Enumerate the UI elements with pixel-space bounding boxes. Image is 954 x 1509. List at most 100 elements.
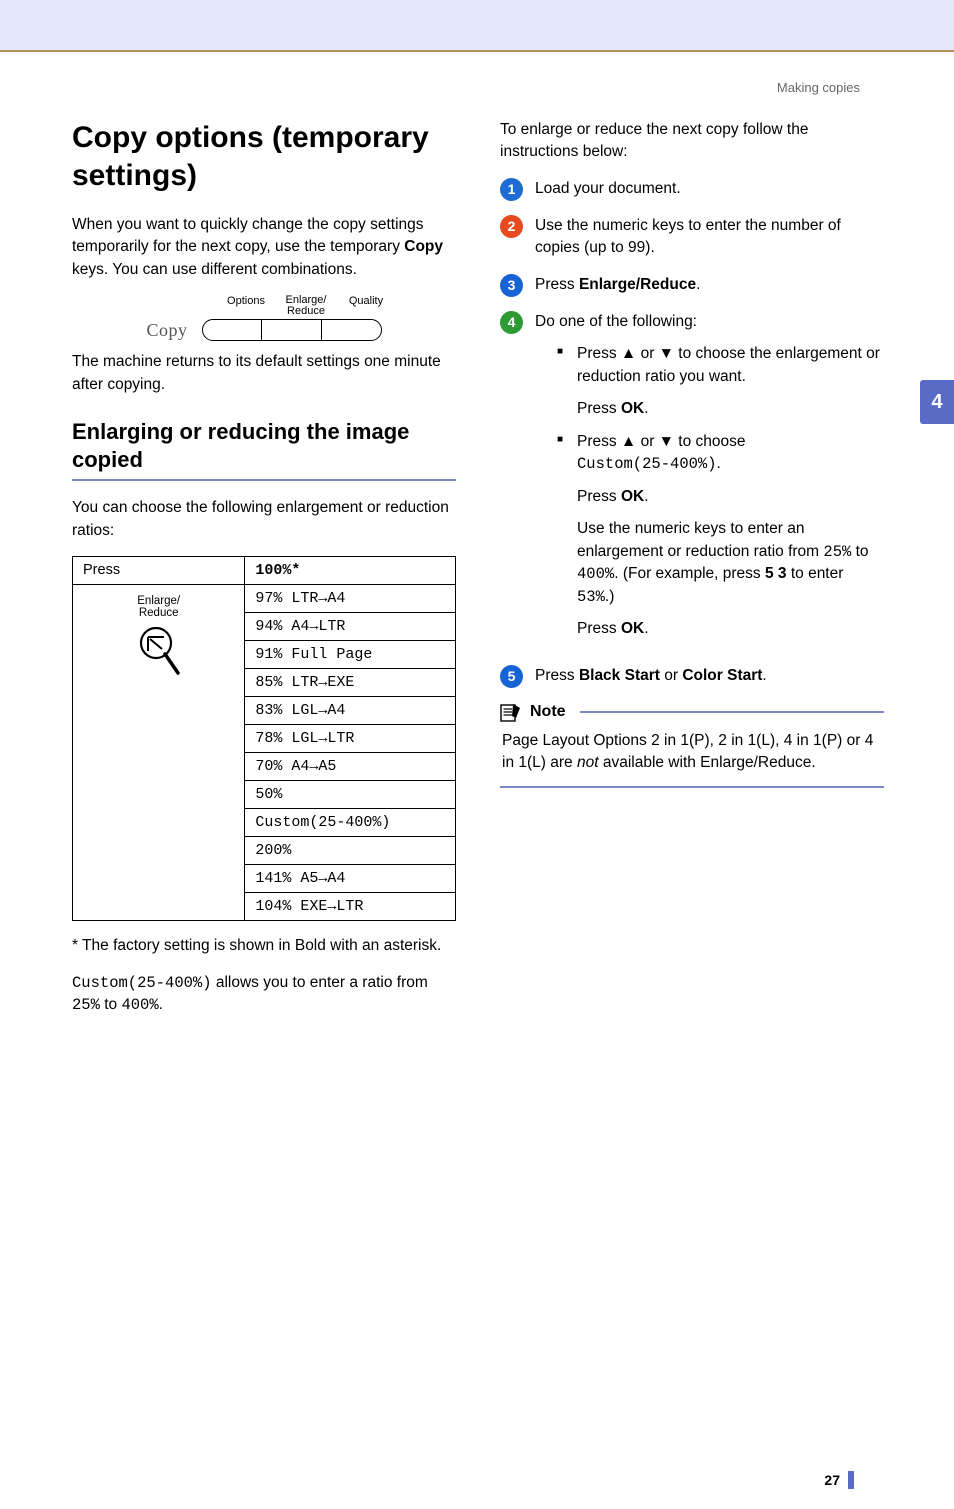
- s3a: Press: [535, 276, 579, 293]
- sub1-2b: OK: [621, 400, 644, 417]
- sub2-2c: .: [644, 488, 648, 505]
- sub2-4c: .: [644, 620, 648, 637]
- sub2-4a: Press: [577, 620, 621, 637]
- custom-e: 400%: [121, 996, 158, 1014]
- sub1-line1: Press ▲ or ▼ to choose the enlargement o…: [577, 343, 884, 388]
- page-number: 27: [824, 1472, 840, 1488]
- sub2-line2: Press OK.: [577, 486, 884, 508]
- sub2-1mono: Custom(25-400%): [577, 455, 717, 473]
- table-row: Custom(25-400%): [245, 809, 456, 837]
- custom-c: 25%: [72, 996, 100, 1014]
- section-heading: Enlarging or reducing the image copied: [72, 418, 456, 481]
- note-italic: not: [577, 754, 599, 771]
- table-row: 83% LGL→A4: [245, 697, 456, 725]
- sub2-3h: .): [605, 588, 614, 605]
- enlarge-reduce-label: Enlarge/ Reduce: [137, 595, 180, 619]
- diagram-copy-label: Copy: [146, 320, 187, 341]
- note-body: Page Layout Options 2 in 1(P), 2 in 1(L)…: [500, 724, 884, 789]
- table-row: 97% LTR→A4: [245, 585, 456, 613]
- sub2-4b: OK: [621, 620, 644, 637]
- table-press-header: Press: [73, 557, 245, 585]
- step-4-body: Do one of the following: Press ▲ or ▼ to…: [535, 311, 884, 651]
- sub2-3d: 400%: [577, 565, 614, 583]
- sub2-line3: Use the numeric keys to enter an enlarge…: [577, 518, 884, 608]
- sub2-1end: .: [717, 455, 721, 472]
- s5b1: Black Start: [579, 667, 660, 684]
- top-bar: [0, 0, 954, 52]
- table-row: 78% LGL→LTR: [245, 725, 456, 753]
- step-1-text: Load your document.: [535, 178, 884, 200]
- table-row: 94% A4→LTR: [245, 613, 456, 641]
- page-title: Copy options (temporary settings): [72, 119, 456, 194]
- table-default-header: 100%*: [245, 557, 456, 585]
- step-5: 5 Press Black Start or Color Start.: [500, 665, 884, 688]
- intro-text: When you want to quickly change the copy…: [72, 214, 456, 281]
- custom-mono: Custom(25-400%): [72, 974, 212, 992]
- s5a: Press: [535, 667, 579, 684]
- s3b: Enlarge/Reduce: [579, 276, 696, 293]
- note-title: Note: [530, 703, 566, 721]
- step-1: 1 Load your document.: [500, 178, 884, 201]
- sub-item-2: Press ▲ or ▼ to choose Custom(25-400%) . …: [557, 431, 884, 641]
- s5b2: Color Start: [682, 667, 762, 684]
- step-4-text: Do one of the following:: [535, 313, 697, 330]
- table-row: 104% EXE→LTR: [245, 893, 456, 921]
- sub2-1a: Press ▲ or ▼ to choose: [577, 433, 746, 450]
- sub2-line1: Press ▲ or ▼ to choose Custom(25-400%).: [577, 431, 884, 476]
- step-2: 2 Use the numeric keys to enter the numb…: [500, 215, 884, 260]
- step-badge-3: 3: [500, 274, 523, 297]
- table-row: 200%: [245, 837, 456, 865]
- sub2-3f: to enter: [787, 565, 844, 582]
- s3c: .: [696, 276, 700, 293]
- note-heading: Note: [500, 702, 884, 722]
- table-left-cell: Enlarge/ Reduce: [73, 585, 245, 921]
- sub-item-1: Press ▲ or ▼ to choose the enlargement o…: [557, 343, 884, 420]
- custom-f: .: [159, 996, 163, 1013]
- sub2-3b: 25%: [823, 543, 851, 561]
- table-row: 85% LTR→EXE: [245, 669, 456, 697]
- sub2-3c: to: [851, 543, 868, 560]
- custom-d: to: [100, 996, 122, 1013]
- note-b: available with Enlarge/Reduce.: [599, 754, 816, 771]
- sub2-line4: Press OK.: [577, 618, 884, 640]
- asterisk-note: * The factory setting is shown in Bold w…: [72, 935, 456, 957]
- ratios-intro: You can choose the following enlargement…: [72, 497, 456, 542]
- copy-keys-diagram: Options Enlarge/ Reduce Quality Copy: [72, 295, 456, 341]
- table-row: 91% Full Page: [245, 641, 456, 669]
- step-badge-5: 5: [500, 665, 523, 688]
- step-3: 3 Press Enlarge/Reduce.: [500, 274, 884, 297]
- diagram-label-quality: Quality: [342, 295, 390, 317]
- after-diagram-text: The machine returns to its default setti…: [72, 351, 456, 396]
- magnifier-icon: [134, 623, 184, 679]
- ratio-table: Press 100%* Enlarge/ Reduce: [72, 556, 456, 921]
- note-icon: [500, 702, 522, 722]
- table-row: 70% A4→A5: [245, 753, 456, 781]
- sub1-line2: Press OK.: [577, 398, 884, 420]
- sub1-2c: .: [644, 400, 648, 417]
- intro-c: keys. You can use different combinations…: [72, 261, 357, 278]
- step-3-text: Press Enlarge/Reduce.: [535, 274, 884, 296]
- diagram-label-options: Options: [222, 295, 270, 317]
- step-badge-2: 2: [500, 215, 523, 238]
- step-badge-4: 4: [500, 311, 523, 334]
- diagram-label-enlarge-reduce: Enlarge/ Reduce: [282, 295, 330, 317]
- sub2-2a: Press: [577, 488, 621, 505]
- step-badge-1: 1: [500, 178, 523, 201]
- page-footer: 27: [0, 1471, 954, 1509]
- sub2-3g: 53%: [577, 588, 605, 606]
- s5c: .: [762, 667, 766, 684]
- custom-note: Custom(25-400%) allows you to enter a ra…: [72, 972, 456, 1017]
- right-lead: To enlarge or reduce the next copy follo…: [500, 119, 884, 164]
- intro-a: When you want to quickly change the copy…: [72, 216, 424, 255]
- table-row: 141% A5→A4: [245, 865, 456, 893]
- s5m: or: [660, 667, 682, 684]
- sub2-3bold: 5 3: [765, 565, 787, 582]
- note-rule: [580, 711, 884, 713]
- diagram-buttons: [202, 319, 382, 341]
- footer-bar-icon: [848, 1471, 854, 1489]
- sub2-3a: Use the numeric keys to enter an enlarge…: [577, 520, 823, 559]
- chapter-tab: 4: [920, 380, 954, 424]
- intro-bold: Copy: [404, 238, 443, 255]
- sub1-2a: Press: [577, 400, 621, 417]
- sub2-3e: . (For example, press: [614, 565, 765, 582]
